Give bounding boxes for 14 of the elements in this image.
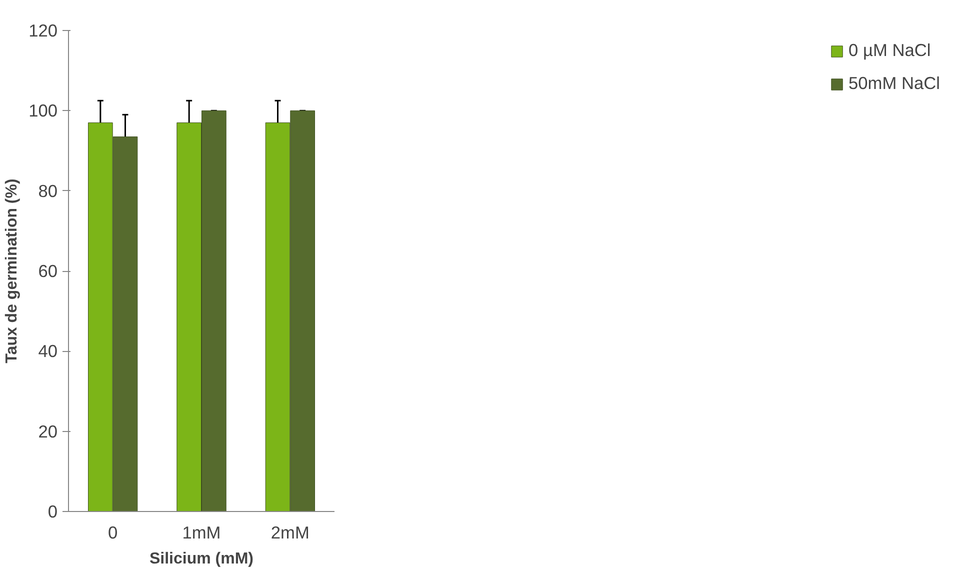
y-tick-label: 40	[38, 341, 58, 362]
x-axis-title: Silicium (mM)	[149, 550, 254, 568]
y-tick-label: 100	[28, 100, 58, 121]
x-tick-label: 1mM	[182, 522, 221, 542]
y-tick-label: 20	[38, 421, 58, 442]
x-tick-label: 0	[108, 522, 118, 542]
legend-label: 50mM NaCl	[848, 73, 940, 94]
x-tick-label: 2mM	[270, 522, 310, 542]
y-tick-label: 120	[28, 20, 58, 40]
y-tick-label: 60	[38, 261, 58, 281]
y-tick-label: 80	[38, 180, 58, 201]
y-axis-title: Taux de germination (%)	[4, 178, 21, 364]
y-tick-label: 0	[48, 502, 58, 522]
legend-label: 0 µM NaCl	[848, 40, 931, 61]
